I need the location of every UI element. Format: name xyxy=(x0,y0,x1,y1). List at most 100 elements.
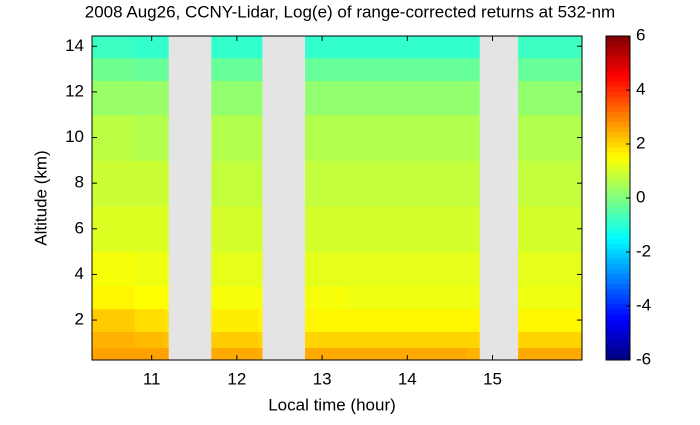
heatmap-cell xyxy=(305,251,349,287)
heatmap-cell xyxy=(432,308,468,332)
heatmap-cell xyxy=(466,160,481,207)
colorbar-segment xyxy=(606,91,630,98)
colorbar-segment xyxy=(606,203,630,209)
heatmap-cell xyxy=(560,57,583,81)
heatmap-cell xyxy=(432,331,468,348)
heatmap-cell xyxy=(258,285,263,310)
heatmap-cell xyxy=(466,347,481,361)
heatmap-cell xyxy=(305,160,349,207)
colorbar-tick-label: 2 xyxy=(636,133,645,152)
heatmap-cell xyxy=(211,80,259,116)
colorbar-segment xyxy=(606,284,630,290)
heatmap-cell xyxy=(305,36,349,59)
heatmap-cell xyxy=(164,80,170,116)
heatmap-cell xyxy=(168,251,212,287)
heatmap-cell xyxy=(134,160,165,207)
colorbar-segment xyxy=(606,142,630,148)
heatmap-cell xyxy=(92,331,136,348)
colorbar-segment xyxy=(606,279,630,285)
x-axis-label: Local time (hour) xyxy=(268,395,396,414)
heatmap-cell xyxy=(347,308,391,332)
heatmap-cell xyxy=(432,36,468,59)
heatmap-cell xyxy=(258,80,263,116)
heatmap-cell xyxy=(211,251,259,287)
heatmap-cell xyxy=(518,36,562,59)
heatmap-cell xyxy=(347,57,391,81)
heatmap-cell xyxy=(560,285,583,310)
colorbar-segment xyxy=(606,101,630,108)
heatmap-cell xyxy=(390,114,434,161)
heatmap-cell xyxy=(518,285,562,310)
heatmap-cell xyxy=(168,36,212,59)
heatmap-cell xyxy=(432,160,468,207)
heatmap-cell xyxy=(347,114,391,161)
heatmap-cell xyxy=(92,285,136,310)
heatmap-cell xyxy=(258,251,263,287)
heatmap-cell xyxy=(390,57,434,81)
colorbar-segment xyxy=(606,314,630,320)
colorbar-segment xyxy=(606,192,630,199)
heatmap-cell xyxy=(134,347,165,361)
heatmap-cell xyxy=(518,80,562,116)
heatmap-cell xyxy=(258,57,263,81)
heatmap-cell xyxy=(262,80,306,116)
heatmap-cell xyxy=(390,251,434,287)
x-tick-label: 11 xyxy=(143,369,161,388)
colorbar-segment xyxy=(606,96,630,103)
colorbar-tick-label: 4 xyxy=(636,79,645,98)
colorbar-segment xyxy=(606,162,630,169)
colorbar-segment xyxy=(606,127,630,133)
heatmap-cell xyxy=(347,80,391,116)
heatmap-cell xyxy=(305,285,349,310)
x-tick-label: 12 xyxy=(227,369,246,388)
heatmap-cell xyxy=(432,347,468,361)
heatmap-cell xyxy=(134,205,165,253)
heatmap-cell xyxy=(518,308,562,332)
heatmap-cell xyxy=(560,114,583,161)
colorbar-segment xyxy=(606,223,630,229)
colorbar-segment xyxy=(606,198,630,204)
heatmap-cell xyxy=(347,36,391,59)
heatmap-cell xyxy=(164,308,170,332)
heatmap-cell xyxy=(168,205,212,253)
heatmap-cell xyxy=(92,160,136,207)
heatmap-cell xyxy=(347,160,391,207)
heatmap-cell xyxy=(258,347,263,361)
colorbar-segment xyxy=(606,106,630,113)
colorbar-segment xyxy=(606,147,630,153)
heatmap-cell xyxy=(168,308,212,332)
colorbar-segment xyxy=(606,299,630,305)
heatmap-cell xyxy=(466,114,481,161)
heatmap-cell xyxy=(518,57,562,81)
colorbar-segment xyxy=(606,273,630,280)
heatmap-cell xyxy=(390,347,434,361)
heatmap-cell xyxy=(262,308,306,332)
heatmap-cell xyxy=(164,160,170,207)
heatmap-cell xyxy=(305,205,349,253)
heatmap-cell xyxy=(92,205,136,253)
heatmap-cell xyxy=(211,347,259,361)
heatmap-cell xyxy=(479,251,519,287)
colorbar-segment xyxy=(606,111,630,118)
heatmap-cell xyxy=(168,114,212,161)
heatmap-cell xyxy=(432,57,468,81)
heatmap-cell xyxy=(168,57,212,81)
heatmap-cell xyxy=(134,80,165,116)
heatmap-cell xyxy=(164,205,170,253)
heatmap-cell xyxy=(466,331,481,348)
heatmap-cell xyxy=(262,36,306,59)
heatmap-cell xyxy=(432,114,468,161)
heatmap-cell xyxy=(390,331,434,348)
colorbar-segment xyxy=(606,36,630,42)
heatmap-cell xyxy=(518,347,562,361)
heatmap-cell xyxy=(560,80,583,116)
heatmap-cell xyxy=(466,251,481,287)
y-tick-label: 12 xyxy=(65,81,84,100)
colorbar-segment xyxy=(606,46,630,52)
colorbar-segment xyxy=(606,66,630,72)
heatmap-cell xyxy=(432,285,468,310)
colorbar-segment xyxy=(606,172,630,179)
heatmap-cell xyxy=(347,285,391,310)
heatmap-cell xyxy=(258,205,263,253)
